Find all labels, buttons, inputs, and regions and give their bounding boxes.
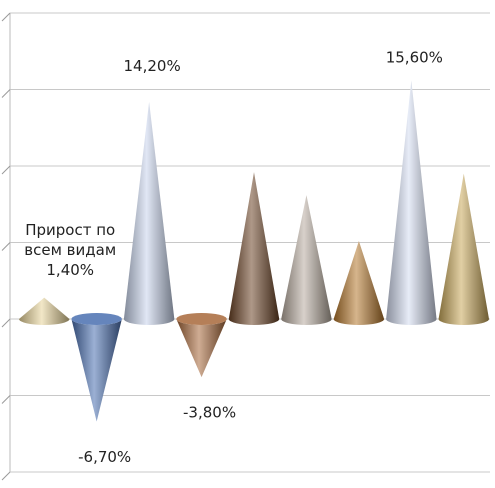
cone-base xyxy=(71,313,122,325)
data-label: -3,80% xyxy=(183,404,236,422)
cone-base xyxy=(176,313,227,325)
tick-mark xyxy=(1,12,11,22)
cone xyxy=(333,240,385,325)
data-label: 15,60% xyxy=(386,49,443,67)
cone xyxy=(228,172,280,325)
tick-mark xyxy=(1,165,11,175)
cone xyxy=(71,319,122,422)
tick-mark xyxy=(1,471,11,481)
tick-mark xyxy=(1,242,11,251)
cone xyxy=(176,318,227,378)
cone xyxy=(123,101,175,326)
data-label: -6,70% xyxy=(78,448,131,466)
tick-mark xyxy=(1,89,11,98)
cone xyxy=(386,80,437,325)
cone xyxy=(281,195,332,325)
data-label: 14,20% xyxy=(124,57,181,75)
data-label: Прирост по всем видам 1,40% xyxy=(24,220,117,279)
tick-mark xyxy=(1,395,11,404)
cone xyxy=(19,297,70,325)
cone xyxy=(438,173,489,325)
tick-mark xyxy=(1,318,11,328)
